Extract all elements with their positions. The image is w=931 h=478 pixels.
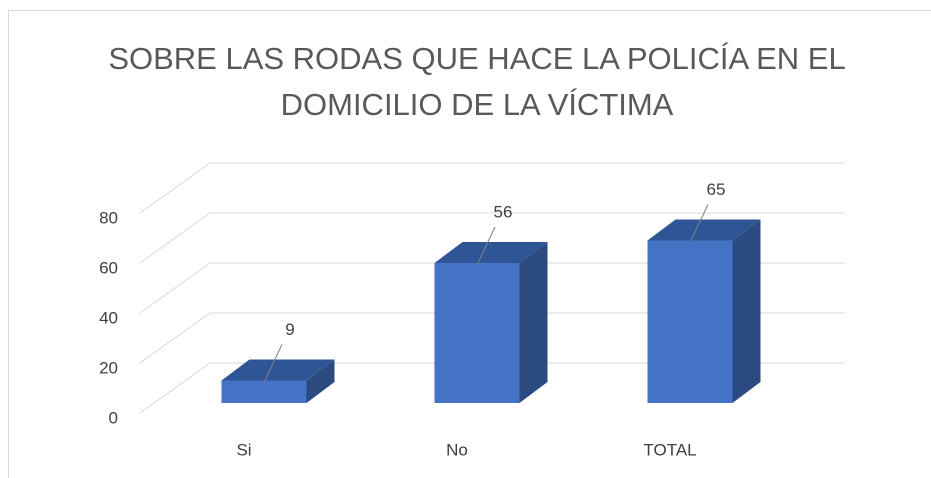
- data-label: 65: [707, 180, 726, 199]
- bar-top: [221, 359, 335, 381]
- x-tick-label: Si: [236, 440, 251, 459]
- y-tick-label: 0: [109, 408, 118, 427]
- y-tick-label: 80: [99, 208, 118, 227]
- chart-frame: [8, 10, 931, 478]
- data-label: 56: [494, 202, 513, 221]
- y-tick-label: 60: [99, 258, 118, 277]
- grid-line: [139, 212, 211, 264]
- bar-top: [647, 219, 761, 241]
- label-leader: [263, 344, 283, 383]
- chart-title: SOBRE LAS RODAS QUE HACE LA POLICÍA EN E…: [108, 41, 846, 122]
- bar-side: [732, 219, 761, 403]
- bar: [434, 263, 520, 403]
- label-leader: [689, 204, 709, 243]
- x-tick-label: No: [446, 440, 468, 459]
- grid-line: [139, 162, 211, 214]
- y-tick-label: 20: [99, 358, 118, 377]
- y-tick-label: 40: [99, 308, 118, 327]
- x-tick-label: TOTAL: [643, 440, 696, 459]
- bar: [647, 240, 733, 403]
- grid-line: [139, 362, 211, 414]
- bar-top: [434, 242, 548, 263]
- grid-line: [139, 312, 211, 364]
- bar-side: [519, 242, 548, 403]
- bar: [221, 380, 307, 403]
- label-leader: [476, 226, 496, 266]
- data-label: 9: [285, 320, 294, 339]
- grid-line: [139, 262, 211, 314]
- bar-side: [306, 359, 335, 403]
